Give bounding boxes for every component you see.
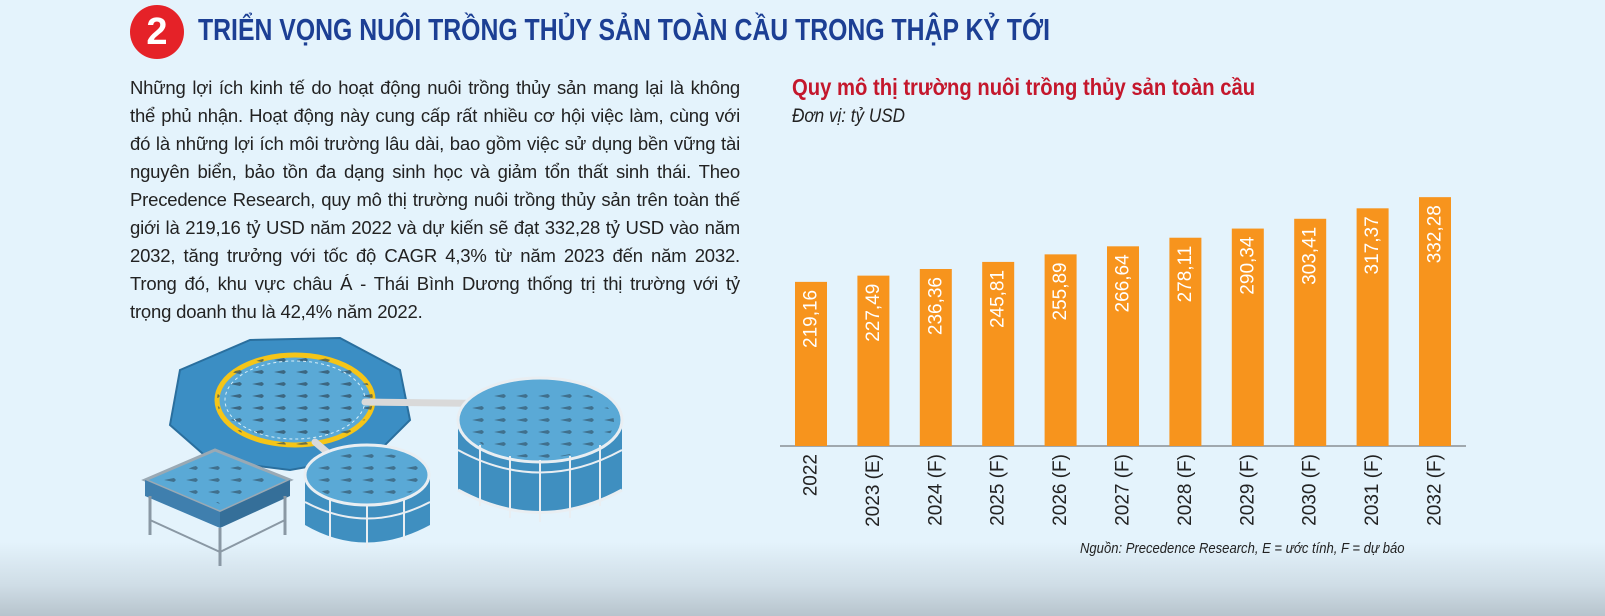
category-label-10: 2032 (F) [1425,454,1446,526]
bar-1 [857,275,890,446]
category-label-0: 2022 [801,454,822,496]
value-label-0: 219,16 [801,290,822,348]
net-cage [168,336,412,472]
aquaculture-illustration [141,336,624,566]
chart-source-note: Nguồn: Precedence Research, E = ước tính… [1080,541,1405,557]
category-label-2: 2024 (F) [925,454,946,526]
raceway-tank [141,448,294,566]
round-tank-large [456,376,624,522]
value-label-5: 266,64 [1113,254,1134,313]
bar-10 [1419,197,1451,446]
category-labels-group: 2022 2023 (E) 2024 (F) 2025 (F) 2026 (F) 2027… [801,454,1446,527]
chart-title: Quy mô thị trường nuôi trồng thủy sản to… [792,74,1256,100]
bar-6 [1169,237,1202,446]
value-label-7: 290,34 [1237,236,1258,295]
category-label-1: 2023 (E) [863,454,884,527]
round-tank-small [303,443,431,548]
bar-5 [1107,246,1139,446]
category-label-8: 2030 (F) [1300,454,1321,526]
category-label-7: 2029 (F) [1237,454,1258,526]
value-labels-group: 219,16 227,49 236,36 245,81 255,89 266,64 278,… [801,205,1446,348]
value-label-2: 236,36 [925,277,946,335]
value-label-8: 303,41 [1300,227,1321,285]
category-label-3: 2025 (F) [988,454,1009,526]
bar-2 [919,268,952,446]
category-label-6: 2028 (F) [1175,454,1196,526]
value-label-4: 255,89 [1050,262,1071,320]
bar-8 [1294,218,1327,446]
bars-group [795,197,1451,446]
category-label-9: 2031 (F) [1362,454,1383,526]
bar-9 [1356,208,1389,446]
bar-3 [982,261,1015,446]
category-label-4: 2026 (F) [1050,454,1071,526]
bar-0 [795,281,827,446]
value-label-9: 317,37 [1362,216,1383,274]
value-label-1: 227,49 [863,284,884,342]
bar-7 [1231,228,1264,446]
section-heading: TRIỂN VỌNG NUÔI TRỒNG THỦY SẢN TOÀN CẦU … [198,12,1050,47]
category-label-5: 2027 (F) [1113,454,1134,526]
value-label-6: 278,11 [1175,246,1196,303]
value-label-10: 332,28 [1425,205,1446,263]
section-number-badge: 2 [130,5,184,59]
chart-unit-label: Đơn vị: tỷ USD [792,106,905,127]
value-label-3: 245,81 [988,270,1009,328]
article-paragraph: Những lợi ích kinh tế do hoạt động nuôi … [130,77,740,322]
bar-4 [1044,254,1077,446]
